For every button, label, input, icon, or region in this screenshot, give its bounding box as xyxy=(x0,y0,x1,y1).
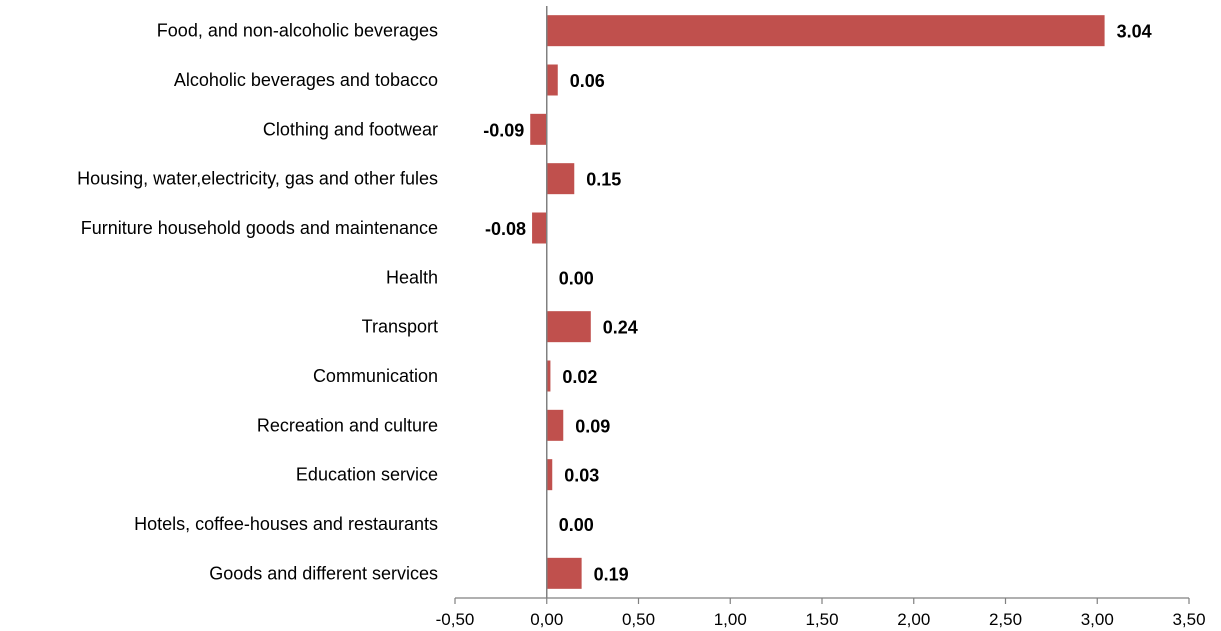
x-tick-label: 1,00 xyxy=(714,610,747,629)
x-tick-label: 0,50 xyxy=(622,610,655,629)
bar xyxy=(532,212,547,244)
x-tick-label: -0,50 xyxy=(436,610,475,629)
category-label: Hotels, coffee-houses and restaurants xyxy=(134,514,438,534)
value-label: 0.15 xyxy=(586,170,621,190)
x-tick-label: 3,50 xyxy=(1172,610,1205,629)
x-tick-label: 3,00 xyxy=(1081,610,1114,629)
bar xyxy=(546,163,575,195)
bar xyxy=(546,557,582,589)
value-label: 0.24 xyxy=(603,318,638,338)
bar xyxy=(546,360,551,392)
value-label: 0.09 xyxy=(575,416,610,436)
bar xyxy=(546,64,558,96)
x-tick-label: 2,50 xyxy=(989,610,1022,629)
bar xyxy=(530,113,547,145)
value-label: 3.04 xyxy=(1117,22,1152,42)
category-label: Goods and different services xyxy=(209,563,438,583)
bar xyxy=(546,459,553,491)
category-label: Food, and non-alcoholic beverages xyxy=(157,21,438,41)
value-label: 0.03 xyxy=(564,466,599,486)
category-label: Recreation and culture xyxy=(257,415,438,435)
bar xyxy=(546,409,564,441)
bar xyxy=(546,311,591,343)
value-label: -0.09 xyxy=(483,120,524,140)
category-label: Alcoholic beverages and tobacco xyxy=(174,70,438,90)
bar xyxy=(546,15,1105,47)
value-label: 0.00 xyxy=(559,515,594,535)
category-label: Transport xyxy=(362,317,438,337)
category-label: Health xyxy=(386,267,438,287)
value-label: -0.08 xyxy=(485,219,526,239)
x-tick-label: 1,50 xyxy=(805,610,838,629)
value-label: 0.00 xyxy=(559,268,594,288)
value-label: 0.02 xyxy=(562,367,597,387)
x-tick-label: 0,00 xyxy=(530,610,563,629)
category-label: Furniture household goods and maintenanc… xyxy=(81,218,438,238)
category-label: Communication xyxy=(313,366,438,386)
value-label: 0.19 xyxy=(594,564,629,584)
x-tick-label: 2,00 xyxy=(897,610,930,629)
category-label: Education service xyxy=(296,465,438,485)
value-label: 0.06 xyxy=(570,71,605,91)
category-label: Housing, water,electricity, gas and othe… xyxy=(77,169,438,189)
category-label: Clothing and footwear xyxy=(263,119,438,139)
